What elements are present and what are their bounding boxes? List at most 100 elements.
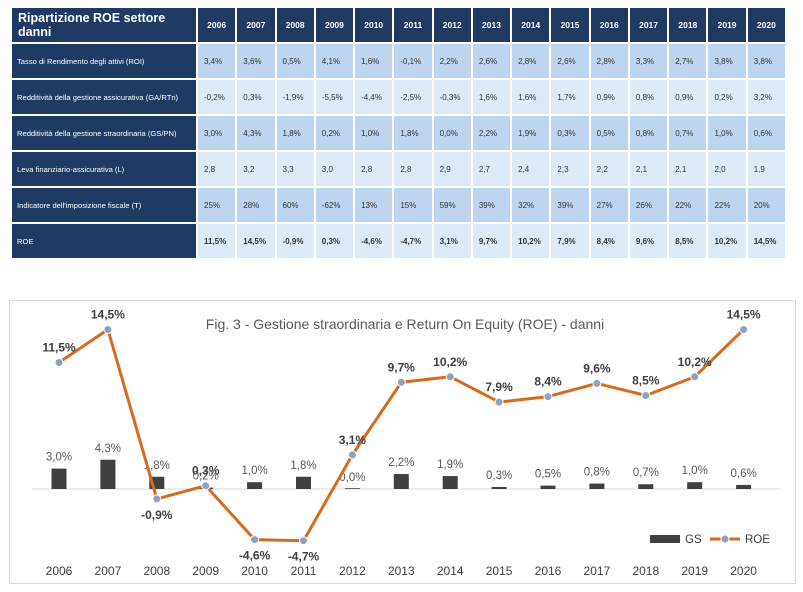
x-axis-tick-label: 2012: [339, 564, 366, 578]
year-header: 2008: [276, 8, 314, 42]
table-cell: 9,6%: [629, 224, 668, 258]
table-cell: 2,8: [355, 152, 393, 186]
gs-data-label: 1,9%: [437, 459, 463, 471]
gs-data-label: 0,6%: [730, 468, 756, 480]
table-row: Tasso di Rendimento degli attivi (ROI) 3,…: [12, 44, 785, 78]
table-cell: 2,8: [198, 152, 236, 186]
roe-point: [103, 325, 113, 334]
legend-roe-label: ROE: [745, 534, 770, 546]
table-cell: 11,5%: [198, 224, 236, 258]
gs-data-label: 0,0%: [339, 472, 365, 484]
year-header: 2006: [198, 8, 236, 42]
year-header: 2012: [433, 8, 471, 42]
roe-point: [299, 536, 308, 546]
x-axis-tick-label: 2009: [192, 564, 219, 578]
table-row: Redditività della gestione straordinaria…: [12, 116, 785, 150]
gs-data-label: 1,0%: [682, 465, 708, 477]
gs-bar: [51, 468, 67, 489]
year-header: 2014: [512, 8, 550, 42]
roe-data-label: 14,5%: [727, 308, 761, 322]
table-cell: -4,4%: [355, 80, 393, 114]
table-row: Leva finanziario-assicurativa (L) 2,8 3,2 3…: [12, 152, 785, 186]
roe-data-label: 11,5%: [42, 341, 76, 355]
table-cell: 22%: [708, 188, 746, 222]
gs-bar: [247, 482, 263, 489]
table-cell: 39%: [551, 188, 589, 222]
table-cell: 1,8%: [394, 116, 432, 150]
table-header-row: Ripartizione ROE settore danni 2006 2007 2…: [12, 8, 785, 42]
gs-data-label: 1,8%: [144, 460, 170, 472]
x-axis-tick-label: 2013: [388, 564, 415, 578]
year-header: 2017: [629, 8, 668, 42]
x-axis-tick-label: 2016: [535, 564, 562, 578]
gs-bar: [296, 476, 311, 489]
roe-data-label: 8,5%: [632, 374, 660, 388]
table-cell: -1,9%: [276, 80, 314, 114]
roe-point: [445, 372, 455, 382]
roe-data-label: -0,9%: [141, 508, 173, 522]
roe-breakdown-table-container: Ripartizione ROE settore danni 2006 2007 2…: [10, 6, 787, 260]
table-row: Indicatore dell'imposizione fiscale (T) 2…: [12, 188, 785, 222]
table-cell: 0,0%: [433, 116, 471, 150]
table-cell: 4,1%: [315, 44, 354, 78]
roe-point: [543, 392, 553, 402]
year-header: 2020: [747, 8, 785, 42]
table-cell: 1,9%: [512, 116, 550, 150]
roe-data-label: 10,2%: [678, 355, 712, 369]
table-cell: 2,1: [629, 152, 668, 186]
roe-data-label: -4,7%: [288, 550, 320, 564]
table-cell: 2,8%: [512, 44, 550, 78]
table-cell: 15%: [394, 188, 432, 222]
table-cell: -4,6%: [355, 224, 393, 258]
table-cell: 3,0%: [198, 116, 236, 150]
gs-data-label: 2,2%: [388, 457, 414, 469]
roe-data-label: 14,5%: [91, 308, 125, 322]
year-header: 2007: [237, 8, 275, 42]
year-header: 2018: [669, 8, 707, 42]
table-cell: 1,9: [747, 152, 785, 186]
gs-data-label: 1,8%: [290, 460, 316, 472]
year-header: 2011: [394, 8, 432, 42]
year-header: 2013: [472, 8, 511, 42]
table-cell: 2,0: [708, 152, 746, 186]
table-cell: 8,4%: [590, 224, 628, 258]
row-label: Tasso di Rendimento degli attivi (ROI): [12, 44, 196, 78]
row-label: Redditività della gestione straordinaria…: [12, 116, 196, 150]
table-cell: 14,5%: [747, 224, 785, 258]
table-body: Tasso di Rendimento degli attivi (ROI) 3,…: [12, 44, 785, 258]
table-cell: 28%: [237, 188, 275, 222]
table-cell: 3,8%: [747, 44, 785, 78]
roe-data-label: 8,4%: [534, 375, 562, 389]
table-cell: 2,3: [551, 152, 589, 186]
table-cell: -0,1%: [394, 44, 432, 78]
x-axis-tick-label: 2008: [143, 564, 170, 578]
row-label: ROE: [12, 224, 196, 258]
table-cell: 2,4: [512, 152, 550, 186]
table-cell: 10,2%: [512, 224, 550, 258]
legend-gs-label: GS: [685, 534, 702, 546]
table-cell: 0,2%: [315, 116, 354, 150]
roe-point: [347, 450, 357, 460]
roe-point: [201, 481, 211, 491]
gs-data-label: 3,0%: [46, 452, 72, 464]
roe-data-label: 10,2%: [433, 355, 467, 369]
roe-point: [739, 325, 749, 334]
table-cell: -0,9%: [276, 224, 314, 258]
table-cell: 3,2: [237, 152, 275, 186]
table-cell: 8,5%: [669, 224, 707, 258]
table-cell: 3,3: [276, 152, 314, 186]
table-cell: 2,8: [394, 152, 432, 186]
x-axis-tick-label: 2019: [681, 564, 708, 578]
gs-bar: [589, 483, 605, 489]
table-cell: 10,2%: [708, 224, 746, 258]
gs-data-label: 0,2%: [193, 471, 219, 483]
table-cell: -5,5%: [315, 80, 354, 114]
gs-bar: [344, 488, 360, 489]
table-cell: 0,8%: [629, 80, 668, 114]
table-cell: 2,7: [472, 152, 511, 186]
table-cell: 1,7%: [551, 80, 589, 114]
year-header: 2015: [551, 8, 589, 42]
table-cell: 32%: [512, 188, 550, 222]
table-cell: 39%: [472, 188, 511, 222]
table-cell: -0,3%: [433, 80, 471, 114]
